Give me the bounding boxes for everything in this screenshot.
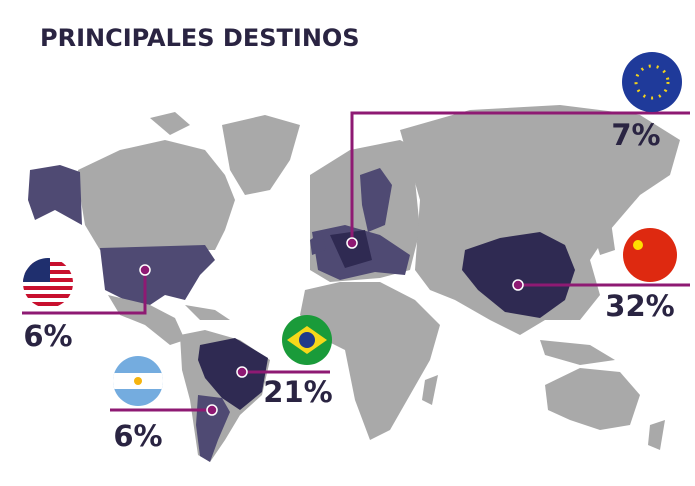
usa-share: 6% — [23, 319, 72, 353]
argentina-share: 6% — [113, 419, 162, 453]
flags — [23, 52, 682, 406]
leader-lines — [22, 111, 690, 416]
china-share: 32% — [605, 289, 674, 323]
percentages: 7% 32% 21% 6% 6% — [23, 118, 674, 453]
eu-share: 7% — [611, 118, 660, 152]
world-map — [28, 105, 680, 462]
brazil-share: 21% — [263, 375, 332, 409]
title: PRINCIPALES DESTINOS — [40, 24, 360, 52]
